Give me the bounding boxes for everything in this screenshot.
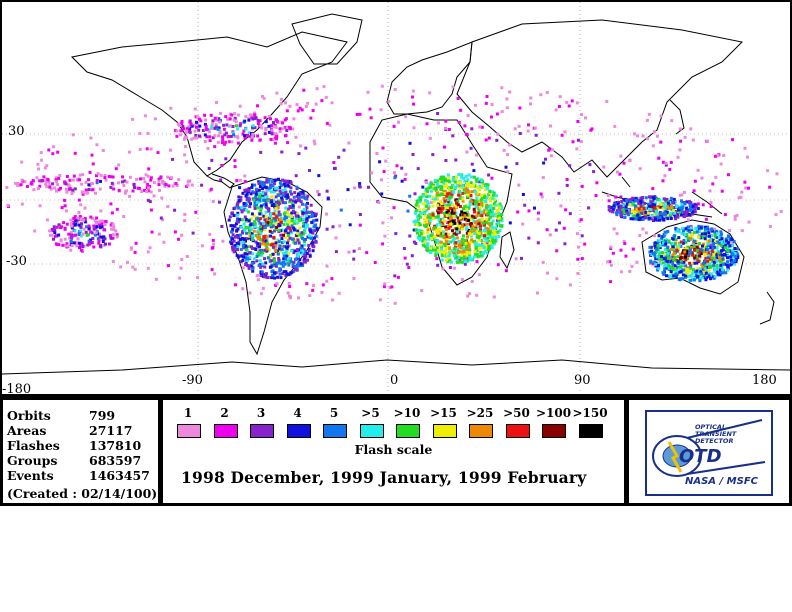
legend-label-10: >100 — [536, 406, 572, 420]
coast-greenland — [291, 13, 363, 65]
stat-row-events: Events 1463457 — [7, 468, 150, 483]
coast-japan — [669, 99, 685, 135]
lat-label-neg30: -30 — [6, 254, 27, 269]
otd-logo-wordmark: OPTICAL TRANSIENT DETECTOR — [695, 423, 737, 445]
flash-scale-title: Flash scale — [354, 442, 433, 457]
legend-swatch-4 — [323, 424, 347, 438]
flash-density-points — [5, 84, 783, 305]
figure-frame: 30 -30 -180 -90 0 90 180 Orbits 799 Areas… — [0, 0, 792, 506]
coast-north-america — [70, 31, 348, 177]
lon-label-180: 180 — [752, 373, 777, 388]
legend-label-9: >50 — [503, 406, 530, 420]
legend-label-5: >5 — [361, 406, 380, 420]
legend-swatch-7 — [432, 424, 457, 438]
legend-label-0: 1 — [183, 406, 193, 420]
stat-row-orbits: Orbits 799 — [7, 408, 116, 423]
legend-swatch-0 — [177, 424, 201, 438]
legend-label-4: 5 — [329, 406, 339, 420]
stat-row-flashes: Flashes 137810 — [7, 438, 142, 453]
nasa-msfc-label: NASA / MSFC — [685, 476, 758, 487]
coast-asia — [456, 19, 744, 178]
coast-central-america — [206, 173, 235, 189]
coast-antarctica — [2, 359, 790, 375]
legend-label-2: 3 — [256, 406, 266, 420]
legend-swatch-8 — [469, 424, 493, 438]
logo-panel: OTD OPTICAL TRANSIENT DETECTOR NASA / MS… — [629, 400, 789, 503]
world-lightning-map: 30 -30 -180 -90 0 90 180 — [2, 2, 790, 394]
stats-panel: Orbits 799 Areas 27117 Flashes 137810 Group… — [3, 400, 158, 503]
legend-label-11: >150 — [572, 406, 608, 420]
coast-australia — [641, 219, 745, 295]
otd-logo-graphic: OTD — [652, 419, 766, 477]
legend-label-6: >10 — [393, 406, 421, 420]
legend-swatch-11 — [578, 424, 603, 438]
created-date: (Created : 02/14/100) — [7, 486, 158, 501]
coastlines — [2, 13, 790, 375]
legend-swatch-1 — [213, 424, 238, 438]
lon-label-neg90: -90 — [182, 373, 203, 388]
legend-swatch-3 — [286, 424, 311, 438]
lon-label-90: 90 — [574, 373, 591, 388]
legend-panel: 1 2 3 4 5 >5 >10 >15 >25 >50 >100 >150 Flash scale … — [163, 400, 624, 503]
coast-madagascar — [499, 231, 515, 270]
stat-row-groups: Groups 683597 — [7, 453, 142, 468]
map-canvas — [2, 2, 790, 394]
lon-label-0: 0 — [390, 373, 399, 388]
lat-label-30: 30 — [8, 124, 25, 139]
legend-swatch-5 — [359, 424, 384, 438]
stat-row-areas: Areas 27117 — [7, 423, 133, 438]
otd-logo: OTD OPTICAL TRANSIENT DETECTOR NASA / MS… — [645, 410, 773, 496]
legend-swatch-9 — [505, 424, 530, 438]
lon-label-neg180: -180 — [2, 382, 32, 394]
legend-label-1: 2 — [220, 406, 229, 420]
svg-text:OTD: OTD — [679, 446, 722, 467]
legend-label-3: 4 — [293, 406, 302, 420]
legend-swatch-2 — [250, 424, 274, 438]
coast-europe — [386, 41, 473, 115]
legend-swatch-6 — [396, 424, 420, 438]
legend-swatch-10 — [542, 424, 566, 438]
season-title: 1998 December, 1999 January, 1999 Februa… — [181, 468, 587, 487]
legend-label-8: >25 — [466, 406, 494, 420]
legend-label-7: >15 — [430, 406, 457, 420]
coast-new-zealand — [759, 291, 775, 325]
